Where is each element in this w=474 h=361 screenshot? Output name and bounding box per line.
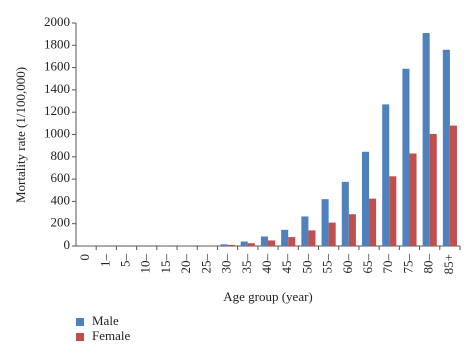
bar <box>288 237 296 246</box>
y-tick-label: 400 <box>51 192 71 207</box>
bar <box>301 216 309 246</box>
y-tick-label: 1800 <box>44 36 70 51</box>
x-tick-label: 25– <box>198 254 213 274</box>
x-tick-label: 1– <box>97 254 112 268</box>
x-tick-label: 50– <box>299 254 314 274</box>
x-tick-label: 30– <box>219 254 234 274</box>
x-tick-label: 40– <box>259 254 274 274</box>
bar <box>449 125 457 246</box>
x-tick-label: 60– <box>340 254 355 274</box>
legend-label: Male <box>92 313 119 328</box>
x-tick-label: 0 <box>77 254 92 261</box>
y-tick-label: 1400 <box>44 81 70 96</box>
x-tick-label: 75– <box>400 254 415 274</box>
legend-swatch <box>76 333 84 341</box>
y-tick-label: 200 <box>51 215 71 230</box>
x-tick-label: 35– <box>239 254 254 274</box>
bar <box>361 151 370 246</box>
legend-label: Female <box>92 328 130 343</box>
bar <box>328 222 336 246</box>
bar <box>429 133 437 246</box>
bar <box>382 104 390 247</box>
y-tick-label: 1600 <box>44 59 70 74</box>
x-tick-label: 20– <box>178 254 193 274</box>
bar <box>341 181 349 246</box>
bar <box>268 240 276 246</box>
bar <box>281 229 289 246</box>
bar <box>409 153 417 246</box>
y-tick-label: 0 <box>64 237 71 252</box>
x-tick-label: 5– <box>118 254 133 268</box>
bar <box>389 176 397 246</box>
bar <box>200 245 208 246</box>
bar <box>247 243 255 246</box>
bar <box>220 244 228 246</box>
x-tick-label: 55– <box>320 254 335 274</box>
bar <box>369 198 377 246</box>
x-tick-label: 15– <box>158 254 173 274</box>
bar <box>442 49 450 247</box>
bar <box>227 244 235 246</box>
x-tick-label: 85+ <box>441 254 456 274</box>
y-tick-label: 1000 <box>44 125 70 140</box>
y-axis-title: Mortality rate (1/100,000) <box>13 67 28 203</box>
x-tick-label: 70– <box>380 254 395 274</box>
y-tick-label: 600 <box>51 170 71 185</box>
bar <box>402 68 410 246</box>
y-tick-label: 1200 <box>44 103 70 118</box>
legend-swatch <box>76 318 84 326</box>
x-axis-title: Age group (year) <box>223 289 313 304</box>
y-tick-label: 800 <box>51 148 71 163</box>
x-tick-label: 80– <box>421 254 436 274</box>
x-tick-label: 10– <box>138 254 153 274</box>
bar <box>321 199 329 246</box>
x-tick-label: 45– <box>279 254 294 274</box>
bar <box>79 245 87 246</box>
bar <box>260 236 268 246</box>
bar <box>422 33 430 246</box>
y-tick-label: 2000 <box>44 14 70 29</box>
x-tick-label: 65– <box>360 254 375 274</box>
bar <box>348 214 356 246</box>
bar <box>240 241 248 246</box>
bar <box>308 230 316 246</box>
